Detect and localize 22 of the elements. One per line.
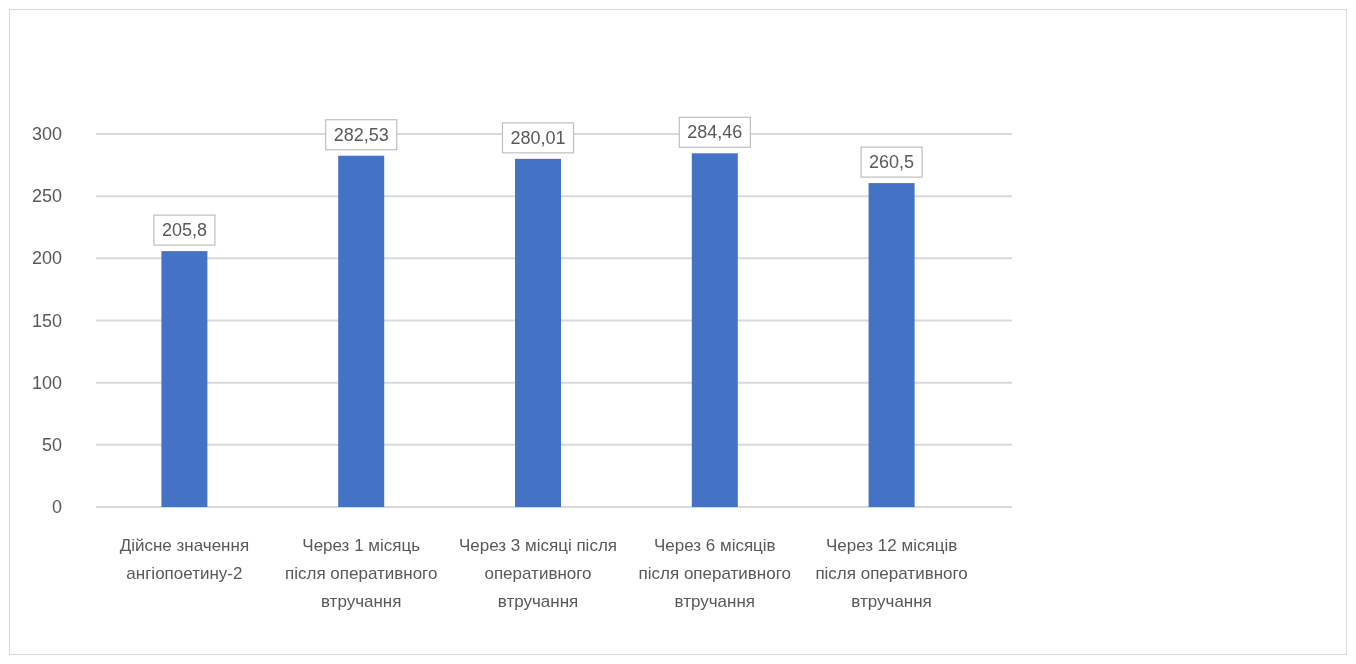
data-label: 205,8 [161,220,207,241]
y-tick-label: 250 [31,186,62,207]
x-tick-label: Через 6 місяців після оперативного втручання [638,536,792,611]
x-tick-label: Через 12 місяців після оперативного втручання [815,536,968,611]
y-tick-label: 300 [31,124,62,144]
y-tick-label: 200 [31,248,62,269]
x-tick-label: Дійсне значення ангіопоетину-2 [119,536,250,583]
data-label: 282,53 [333,124,389,145]
x-tick-label: Через 1 місяць після оперативного втручання [284,536,438,611]
bar [161,251,208,507]
y-tick-label: 0 [51,497,62,517]
x-tick-label: Через 3 місяці після оперативного втручання [458,536,618,611]
bar [868,183,915,507]
bar [338,155,385,507]
bar [515,158,561,507]
y-tick-label: 100 [31,372,62,393]
bar [691,153,738,507]
data-label: 280,01 [510,127,566,148]
data-label: 260,5 [869,152,915,173]
y-tick-label: 50 [41,434,62,455]
data-label: 284,46 [687,122,743,143]
y-tick-label: 150 [31,310,62,331]
